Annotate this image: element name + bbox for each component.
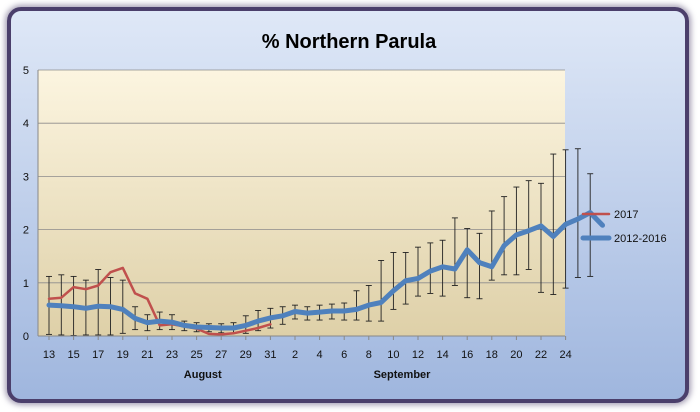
x-tick-label: 16 (461, 349, 473, 361)
series-lines (46, 210, 605, 336)
series-line-2017 (47, 266, 272, 336)
month-label: August (184, 369, 222, 381)
x-tick-label: 15 (67, 349, 79, 361)
x-tick-label: 23 (166, 349, 178, 361)
y-tick-label: 3 (23, 171, 29, 183)
chart-title: % Northern Parula (262, 31, 437, 53)
x-tick-label: 10 (387, 349, 399, 361)
x-tick-label: 27 (215, 349, 227, 361)
error-bars (46, 148, 594, 336)
plot-area (38, 70, 565, 336)
x-tick-label: 8 (366, 349, 372, 361)
x-tick-label: 17 (92, 349, 104, 361)
x-tick-label: 13 (43, 349, 55, 361)
y-tick-label: 0 (23, 331, 29, 343)
x-tick-label: 19 (117, 349, 129, 361)
x-tick-label: 4 (317, 349, 323, 361)
y-tick-label: 2 (23, 225, 29, 237)
y-tick-label: 4 (23, 118, 29, 130)
x-tick-label: 25 (190, 349, 202, 361)
legend-label: 2012-2016 (614, 233, 667, 245)
x-tick-label: 14 (436, 349, 448, 361)
series-line-2012-2016 (46, 210, 605, 331)
x-tick-label: 22 (535, 349, 547, 361)
x-tick-label: 31 (264, 349, 276, 361)
x-tick-label: 18 (486, 349, 498, 361)
x-tick-label: 2 (292, 349, 298, 361)
y-tick-label: 5 (23, 65, 29, 77)
y-tick-label: 1 (23, 278, 29, 290)
x-tick-label: 21 (141, 349, 153, 361)
month-label: September (374, 369, 432, 381)
x-tick-label: 6 (341, 349, 347, 361)
gridlines (38, 69, 565, 284)
legend-label: 2017 (614, 209, 638, 221)
legend: 2017 2012-2016 (580, 209, 667, 245)
x-tick-label: 20 (510, 349, 522, 361)
x-tick-label: 12 (412, 349, 424, 361)
x-tick-label: 29 (240, 349, 252, 361)
x-tick-label: 24 (559, 349, 571, 361)
